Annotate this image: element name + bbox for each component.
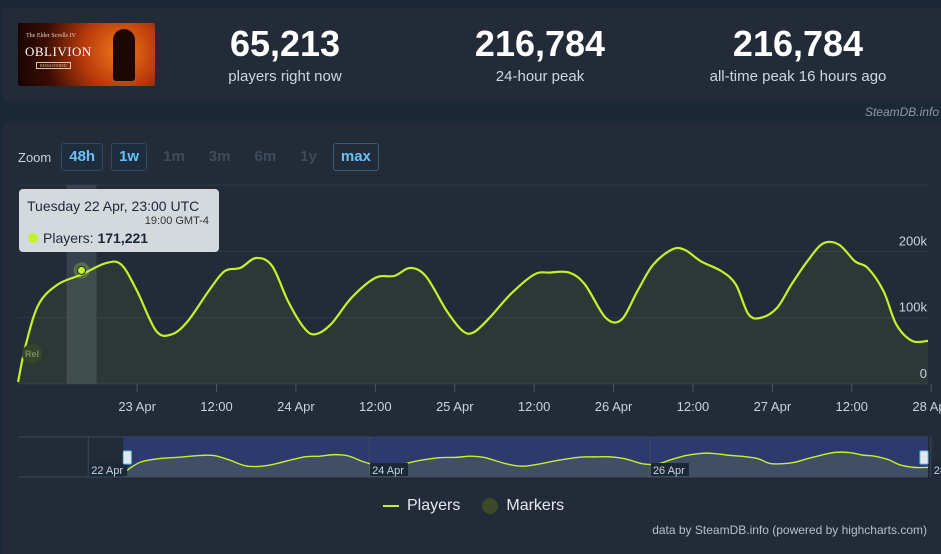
tooltip-series-dot	[28, 233, 38, 243]
stat-label: 24-hour peak	[495, 68, 585, 85]
navigator-area	[123, 452, 928, 477]
x-tick-label: 12:00	[518, 399, 551, 414]
x-tick-label: 12:00	[677, 399, 710, 414]
release-marker: Rel	[22, 344, 42, 364]
zoom-1m-button: 1m	[163, 148, 185, 165]
x-tick-label: 27 Apr	[754, 399, 792, 414]
marker-label: Rel	[25, 349, 39, 359]
navigator-label: 22 Apr	[91, 465, 123, 477]
navigator-handle[interactable]	[122, 450, 132, 465]
zoom-1y-button: 1y	[300, 148, 317, 165]
zoom-label: Zoom	[18, 149, 52, 165]
x-tick-label: 26 Apr	[595, 399, 633, 414]
x-tick-label: 23 Apr	[118, 399, 156, 414]
x-axis-ticks	[136, 384, 932, 392]
cover-title: OBLIVION	[25, 44, 92, 59]
players-area	[18, 241, 928, 384]
x-axis-labels: 23 Apr 12:00 24 Apr 12:00 25 Apr 12:00 26 Apr 1…	[118, 399, 941, 414]
navigator-label: 26 Apr	[653, 465, 685, 477]
navigator-label: 24 Apr	[372, 465, 404, 477]
stat-24h-peak: 216,784 24-hour peak	[420, 22, 660, 85]
zoom-1w-button[interactable]: 1w	[111, 143, 148, 171]
steamdb-credit: SteamDB.info	[864, 105, 939, 119]
stat-value: 216,784	[732, 23, 864, 64]
legend-item-players[interactable]: Players	[407, 497, 461, 514]
navigator-label: 28 Apr	[934, 465, 941, 477]
y-tick-label: 200k	[899, 233, 928, 248]
stat-all-time-peak: 216,784 all-time peak 16 hours ago	[678, 22, 918, 85]
navigator: 22 Apr 24 Apr 26 Apr 28 Apr	[18, 436, 941, 478]
zoom-controls: Zoom 48h 1w 1m 3m 6m 1y max	[18, 143, 379, 171]
stat-label: players right now	[228, 68, 342, 85]
chart-legend: Players Markers	[383, 497, 564, 515]
navigator-label-bg	[370, 463, 409, 476]
x-tick-label: 12:00	[359, 399, 392, 414]
legend-item-markers[interactable]: Markers	[506, 497, 565, 514]
navigator-selection	[123, 437, 928, 477]
navigator-line	[122, 451, 929, 475]
x-tick-label: 12:00	[200, 399, 233, 414]
legend-dot-icon	[482, 498, 499, 514]
zoom-48h-button[interactable]: 48h	[61, 143, 104, 171]
navigator-label-bg	[89, 463, 128, 476]
cover-supertitle: The Elder Scrolls IV	[26, 33, 76, 39]
navigator-label-bg	[650, 463, 689, 476]
x-tick-label: 28 Apr	[912, 399, 941, 414]
marker-badge	[22, 344, 42, 364]
stat-label: all-time peak 16 hours ago	[709, 68, 887, 85]
x-tick-label: 25 Apr	[436, 399, 474, 414]
stats-bar: The Elder Scrolls IV OBLIVION REMASTERED…	[3, 8, 941, 101]
tooltip-value: 171,221	[97, 230, 149, 246]
players-line	[16, 240, 929, 383]
tooltip-value-row: Players: 171,221	[43, 230, 148, 246]
highlight-point	[77, 265, 87, 275]
tooltip-date: Tuesday 22 Apr, 23:00 UTC	[27, 198, 200, 214]
cover-edition: REMASTERED	[36, 62, 71, 69]
x-tick-label: 24 Apr	[277, 399, 315, 414]
stat-value: 216,784	[474, 23, 606, 64]
stat-current-players: 65,213 players right now	[165, 22, 405, 85]
tooltip-series-name: Players:	[43, 230, 94, 246]
y-axis-labels: 0 100k 200k	[899, 233, 928, 381]
y-tick-label: 0	[920, 366, 927, 381]
legend-line-icon	[383, 505, 399, 507]
zoom-6m-button: 6m	[254, 148, 277, 165]
zoom-max-button[interactable]: max	[332, 143, 379, 171]
x-tick-label: 12:00	[835, 399, 868, 414]
stat-value: 65,213	[229, 23, 341, 64]
chart-tooltip: Tuesday 22 Apr, 23:00 UTC 19:00 GMT-4 Pl…	[19, 189, 219, 252]
y-tick-label: 100k	[899, 300, 928, 315]
zoom-3m-button: 3m	[208, 148, 231, 165]
tooltip-local-time: 19:00 GMT-4	[144, 215, 209, 227]
navigator-label-bg	[931, 463, 941, 476]
chart-footer-credit: data by SteamDB.info (powered by highcha…	[652, 523, 927, 537]
navigator-handle[interactable]	[919, 450, 929, 465]
cover-figure	[113, 29, 135, 81]
game-cover-image[interactable]: The Elder Scrolls IV OBLIVION REMASTERED	[18, 23, 155, 86]
